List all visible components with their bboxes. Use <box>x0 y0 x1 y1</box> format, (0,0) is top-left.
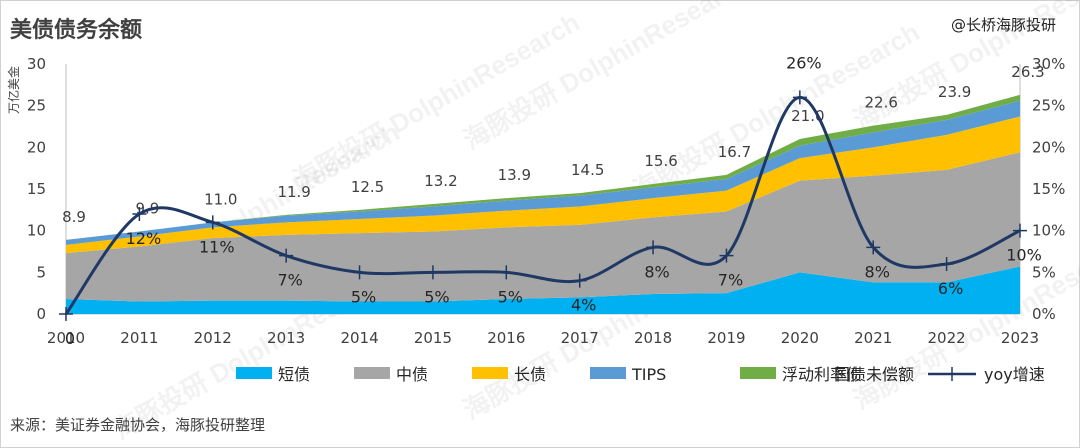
yoy-value-label: 10% <box>1006 246 1042 265</box>
legend-swatch-中债 <box>354 367 390 379</box>
yoy-point-marker <box>646 240 661 255</box>
yoy-value-label: 8% <box>644 262 669 281</box>
yoy-value-label: 12% <box>126 229 162 248</box>
y-left-tick-label: 20 <box>27 138 46 156</box>
total-value-label: 8.9 <box>62 208 86 226</box>
total-value-label: 16.7 <box>718 143 751 161</box>
x-tick-label: 2020 <box>781 329 819 347</box>
legend-label: 国债未偿额 <box>834 365 914 384</box>
area-series-短债 <box>66 266 1020 314</box>
x-tick-label: 2019 <box>707 329 745 347</box>
legend-label: 短债 <box>278 365 310 384</box>
y-right-tick-label: 5% <box>1032 263 1056 281</box>
legend-swatch-TIPS <box>590 367 626 379</box>
x-tick-label: 2014 <box>340 329 378 347</box>
yoy-point-marker <box>499 265 514 280</box>
yoy-point-marker <box>719 248 734 263</box>
y-left-axis-label: 万亿美金 <box>6 66 21 114</box>
yoy-value-label: 4% <box>571 296 596 315</box>
yoy-point-marker <box>792 90 807 105</box>
legend-label: TIPS <box>631 365 666 384</box>
total-value-label: 15.6 <box>644 152 677 170</box>
y-right-tick-label: 25% <box>1032 97 1065 115</box>
total-value-label: 12.5 <box>351 178 384 196</box>
brand-watermark: @长桥海豚投研 <box>950 16 1056 34</box>
x-tick-label: 2013 <box>267 329 305 347</box>
yoy-point-marker <box>866 240 881 255</box>
legend-label: yoy增速 <box>984 365 1045 384</box>
yoy-point-marker <box>205 215 220 230</box>
x-tick-label: 2017 <box>561 329 599 347</box>
y-right-tick-label: 10% <box>1032 222 1065 240</box>
yoy-point-marker <box>425 265 440 280</box>
y-right-tick-label: 30% <box>1032 55 1065 73</box>
total-value-label: 14.5 <box>571 161 604 179</box>
y-left-tick-label: 5 <box>36 263 46 281</box>
x-tick-label: 2010 <box>47 329 85 347</box>
y-right-tick-label: 0% <box>1032 305 1056 323</box>
yoy-point-marker <box>572 273 587 288</box>
x-tick-label: 2011 <box>120 329 158 347</box>
legend-yoy-marker <box>945 367 959 381</box>
legend-label: 中债 <box>396 365 428 384</box>
yoy-point-marker <box>279 248 294 263</box>
x-tick-label: 2023 <box>1001 329 1039 347</box>
legend-label: 浮动利率债 <box>782 365 862 384</box>
total-value-label: 11.9 <box>277 183 310 201</box>
y-right-tick-label: 15% <box>1032 180 1065 198</box>
yoy-value-label: 5% <box>424 287 449 306</box>
total-value-label: 22.6 <box>865 94 898 112</box>
total-value-label: 11.0 <box>204 190 237 208</box>
area-series-长债 <box>66 116 1020 254</box>
page-title: 美债债务余额 <box>10 18 143 43</box>
total-value-label: 13.9 <box>498 166 531 184</box>
yoy-value-label: 5% <box>498 287 523 306</box>
legend-label: 长债 <box>514 365 546 384</box>
x-tick-label: 2018 <box>634 329 672 347</box>
y-left-tick-label: 10 <box>27 222 46 240</box>
yoy-value-label: 5% <box>351 287 376 306</box>
x-tick-label: 2015 <box>414 329 452 347</box>
total-value-label: 26.3 <box>1011 63 1044 81</box>
legend-swatch-浮动利率债 <box>740 367 776 379</box>
x-tick-label: 2016 <box>487 329 525 347</box>
yoy-value-label: 8% <box>865 262 890 281</box>
yoy-value-label: 7% <box>718 271 743 290</box>
y-left-tick-label: 15 <box>27 180 46 198</box>
x-tick-label: 2021 <box>854 329 892 347</box>
x-tick-label: 2012 <box>194 329 232 347</box>
y-left-tick-label: 30 <box>27 55 46 73</box>
yoy-value-label: 26% <box>786 53 822 72</box>
y-right-tick-label: 20% <box>1032 138 1065 156</box>
yoy-value-label: 0 <box>65 329 75 348</box>
y-left-tick-label: 0 <box>36 305 46 323</box>
area-series-TIPS <box>66 100 1020 245</box>
yoy-point-marker <box>939 257 954 271</box>
source-note: 来源：美证券金融协会，海豚投研整理 <box>10 416 266 434</box>
yoy-point-marker <box>59 307 73 321</box>
total-value-label: 13.2 <box>424 172 457 190</box>
yoy-point-marker <box>352 265 367 280</box>
area-series-中债 <box>66 152 1020 302</box>
yoy-value-label: 11% <box>199 237 235 256</box>
yoy-point-marker <box>1013 223 1027 238</box>
x-tick-label: 2022 <box>928 329 966 347</box>
y-left-tick-label: 25 <box>27 97 46 115</box>
yoy-value-label: 7% <box>277 271 302 290</box>
yoy-value-label: 6% <box>938 279 963 298</box>
total-value-label: 23.9 <box>938 83 971 101</box>
legend-swatch-短债 <box>236 367 272 379</box>
legend-swatch-长债 <box>472 367 508 379</box>
yoy-point-marker <box>132 207 147 221</box>
